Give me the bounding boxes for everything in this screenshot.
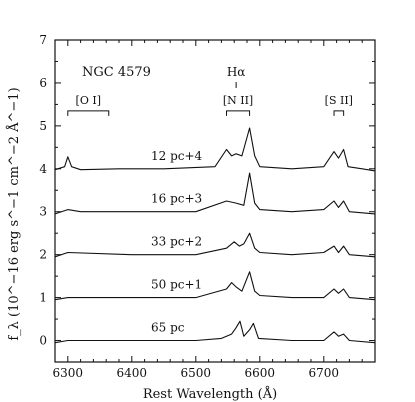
series-label: 50 pc+1 xyxy=(151,278,202,292)
series-label: 16 pc+3 xyxy=(151,192,202,206)
x-tick-label: 6700 xyxy=(309,366,340,380)
y-tick-label: 5 xyxy=(39,119,47,133)
x-tick-label: 6600 xyxy=(245,366,276,380)
series-label: 65 pc xyxy=(151,321,185,335)
marker-label: [N II] xyxy=(223,94,253,107)
halpha-label: Hα xyxy=(227,65,246,79)
marker-bracket xyxy=(333,110,345,116)
marker-label: [S II] xyxy=(325,94,353,107)
y-tick-label: 0 xyxy=(39,334,47,348)
marker-bracket xyxy=(226,110,251,116)
y-tick-label: 1 xyxy=(39,291,47,305)
plot-frame xyxy=(54,39,376,363)
spectrum-line xyxy=(54,271,376,301)
spectrum-line xyxy=(54,232,376,258)
spectrum-line xyxy=(54,127,376,172)
emission-line-markers: [O I] [N II] [S II] Hα xyxy=(67,65,353,116)
spectrum-line xyxy=(54,320,376,344)
spectrum-line xyxy=(54,172,376,215)
y-axis-label: f_λ (10^−16 erg s^−1 cm^−2 Å^−1) xyxy=(6,87,22,340)
axes: 6300 6400 6500 6600 6700 0 1 2 3 4 5 6 7 xyxy=(39,33,376,380)
marker-bracket xyxy=(67,110,110,116)
x-tick-label: 6300 xyxy=(53,366,84,380)
series-labels: 12 pc+4 16 pc+3 33 pc+2 50 pc+1 65 pc xyxy=(151,149,203,335)
marker-label: [O I] xyxy=(76,94,101,107)
spectra-curves xyxy=(54,127,376,344)
series-label: 33 pc+2 xyxy=(151,235,202,249)
series-label: 12 pc+4 xyxy=(151,149,203,163)
y-tick-label: 3 xyxy=(39,205,47,219)
x-axis-label: Rest Wavelength (Å) xyxy=(143,386,277,402)
y-tick-label: 7 xyxy=(39,33,47,47)
y-tick-label: 2 xyxy=(39,248,47,262)
y-tick-label: 4 xyxy=(39,162,47,176)
object-label: NGC 4579 xyxy=(82,65,151,80)
x-tick-label: 6400 xyxy=(117,366,148,380)
x-tick-label: 6500 xyxy=(181,366,212,380)
y-tick-label: 6 xyxy=(39,76,47,90)
